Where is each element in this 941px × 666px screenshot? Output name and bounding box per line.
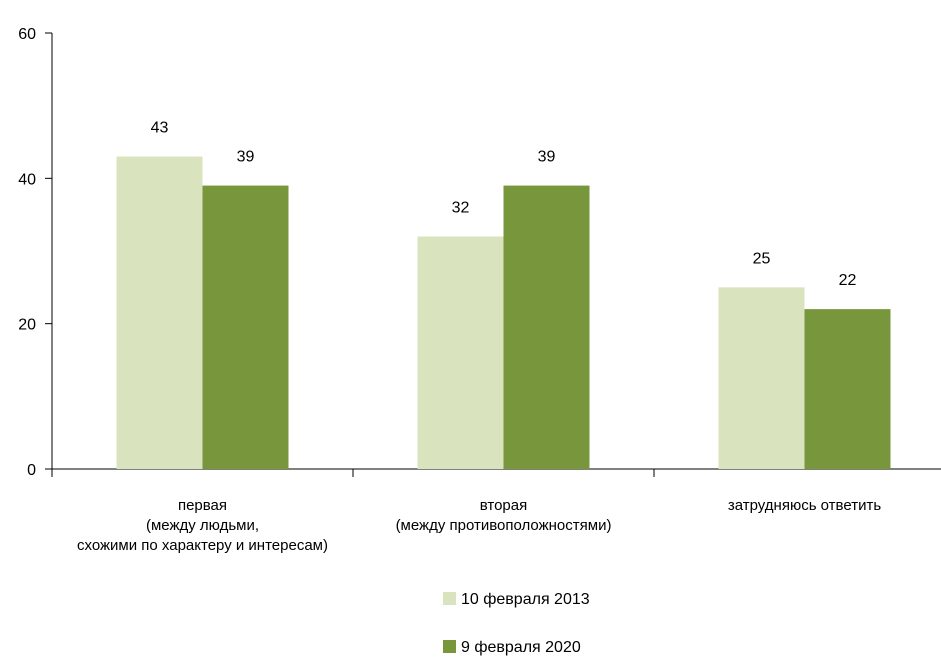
legend-swatch [443,640,456,653]
category-label: (между противоположностями) [396,517,612,534]
y-tick-label: 0 [27,462,36,479]
data-label: 22 [839,272,857,289]
legend-label: 9 февраля 2020 [461,639,581,656]
y-tick-label: 60 [18,26,36,43]
data-label: 25 [753,250,771,267]
y-tick-label: 40 [18,171,36,188]
category-label: затрудняюсь ответить [728,497,881,514]
category-label: схожими по характеру и интересам) [77,537,328,554]
data-label: 39 [237,149,255,166]
y-tick-label: 20 [18,317,36,334]
chart-bars [116,156,891,470]
bar [116,156,203,470]
bar [417,236,504,469]
data-label: 43 [151,120,169,137]
bar [804,309,891,469]
category-label: (между людьми, [146,517,259,534]
legend-label: 10 февраля 2013 [461,591,590,608]
data-label: 32 [452,199,470,216]
bar [718,287,805,469]
bar [202,185,289,469]
data-label: 39 [538,149,556,166]
category-label: вторая [480,497,528,514]
chart-legend: 10 февраля 2013 9 февраля 2020 [443,591,590,656]
category-label: первая [178,497,227,514]
chart-labels: 0 20 40 60 43 39 первая (между людьми, схожими п… [18,26,881,554]
bar [503,185,590,469]
legend-swatch [443,592,456,605]
